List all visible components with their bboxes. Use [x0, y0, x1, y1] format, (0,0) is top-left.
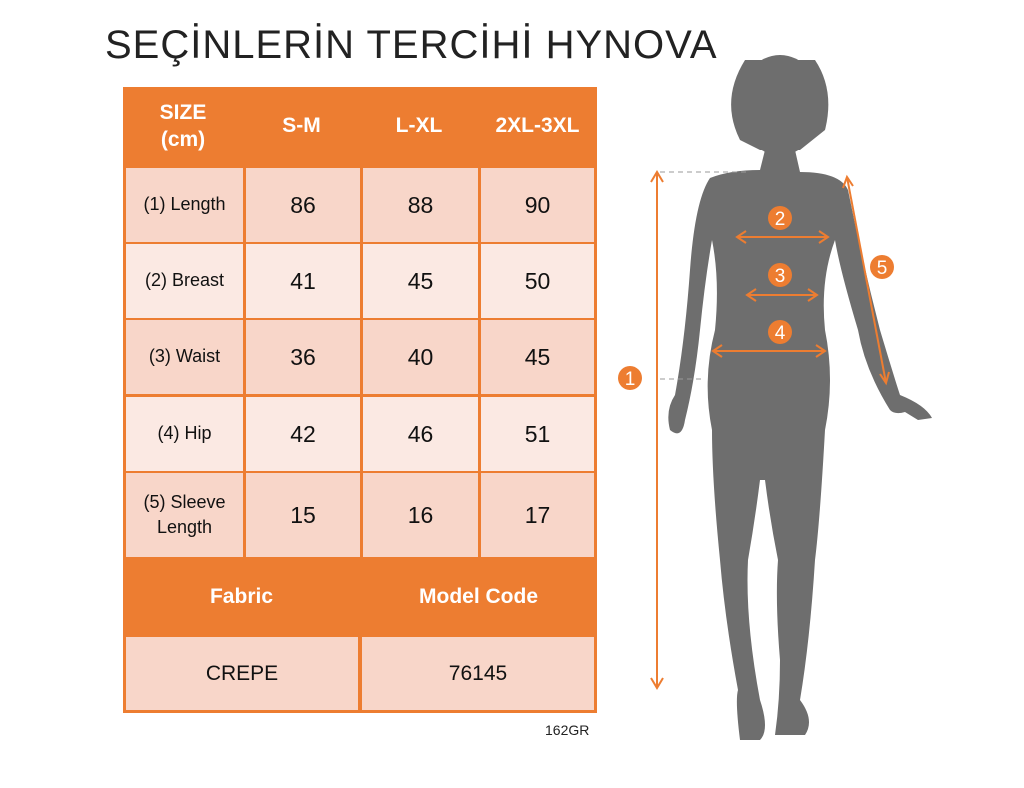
- size-value-cell: 90: [481, 168, 594, 242]
- size-value-cell: 41: [246, 244, 360, 318]
- size-value-cell: 50: [481, 244, 594, 318]
- row-label-text: (2) Breast: [144, 270, 225, 291]
- size-value-cell: 17: [481, 473, 594, 557]
- model-code-header: Model Code: [419, 585, 538, 609]
- row-label-text: Length: [156, 517, 213, 537]
- header-size: SIZE (cm): [123, 87, 243, 165]
- fabric-header: Fabric: [209, 585, 274, 609]
- size-value-cell: 40: [363, 320, 478, 394]
- woman-silhouette: [668, 55, 932, 740]
- size-value-cell: 45: [481, 320, 594, 394]
- svg-text:3: 3: [775, 266, 786, 287]
- size-value-cell: 86: [246, 168, 360, 242]
- marker-3: 3: [768, 263, 792, 287]
- header-size-label: SIZE: [159, 100, 207, 124]
- product-code: 162GR: [545, 722, 590, 738]
- row-label-text: (4) Hip: [157, 423, 212, 444]
- size-value-cell: 51: [481, 397, 594, 471]
- marker-2: 2: [768, 206, 792, 230]
- size-value-cell: 88: [363, 168, 478, 242]
- header-s-m: S-M: [282, 114, 321, 138]
- row-label: (4) Hip: [126, 397, 243, 471]
- row-label: (3) Waist: [126, 320, 243, 394]
- header-2xl-3xl: 2XL-3XL: [495, 114, 580, 138]
- svg-text:4: 4: [775, 323, 786, 344]
- svg-text:2: 2: [775, 209, 786, 230]
- marker-1: 1: [618, 366, 642, 390]
- size-value-cell: 42: [246, 397, 360, 471]
- svg-text:5: 5: [877, 258, 888, 279]
- header-l-xl: L-XL: [395, 114, 443, 138]
- fabric-value: CREPE: [126, 637, 358, 710]
- svg-text:1: 1: [625, 369, 636, 390]
- model-code-value: 76145: [362, 637, 594, 710]
- row-label-text: (1) Length: [143, 194, 226, 215]
- reference-dashes: [660, 171, 750, 380]
- size-value-cell: 15: [246, 473, 360, 557]
- size-value-cell: 46: [363, 397, 478, 471]
- header-unit-label: (cm): [160, 128, 206, 151]
- row-label-text: (3) Waist: [148, 346, 221, 367]
- size-value-cell: 45: [363, 244, 478, 318]
- row-label-text: (5) Sleeve: [143, 491, 226, 512]
- row-label: (2) Breast: [126, 244, 243, 318]
- measurement-lines: [650, 170, 890, 690]
- marker-4: 4: [768, 320, 792, 344]
- size-chart-table: SIZE (cm) S-M L-XL 2XL-3XL (1) Length 86 88…: [123, 87, 597, 713]
- size-value-cell: 16: [363, 473, 478, 557]
- marker-5: 5: [870, 255, 894, 279]
- row-label: (5) Sleeve Length: [126, 473, 243, 557]
- size-value-cell: 36: [246, 320, 360, 394]
- watermark: SEÇİNLERİN TERCİHİ HYNOVA: [105, 23, 718, 67]
- row-label: (1) Length: [126, 168, 243, 242]
